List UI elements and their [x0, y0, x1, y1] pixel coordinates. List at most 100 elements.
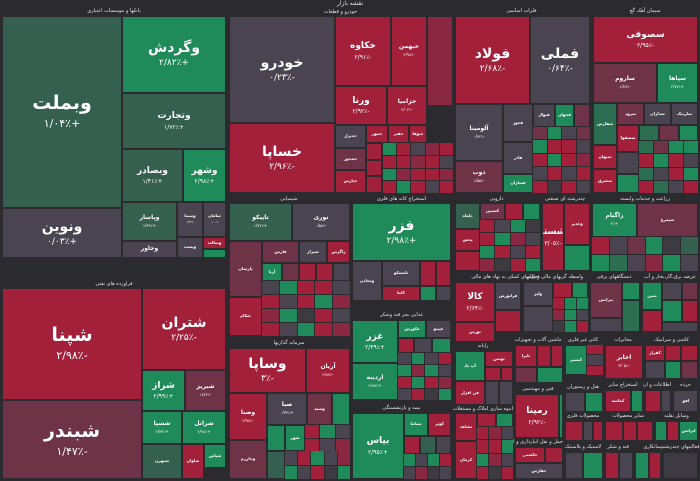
- tile-kisper[interactable]: کیسپر: [565, 345, 587, 375]
- tile-ktashpo[interactable]: [565, 392, 585, 412]
- tile-rubber-misc[interactable]: [583, 452, 603, 479]
- tile-tapco[interactable]: [537, 367, 563, 383]
- tile-vpost[interactable]: وپست: [177, 237, 203, 258]
- tile-pakhsh[interactable]: پخش: [455, 229, 480, 251]
- tile-khkaveh[interactable]: خکاوه -۲/۹۱٪: [335, 16, 391, 86]
- tile-tamasco[interactable]: تامسکو: [382, 261, 420, 286]
- tile-shsta[interactable]: شستا -۳/۰۵٪: [542, 203, 564, 271]
- tile-basma[interactable]: بساما: [404, 413, 428, 436]
- tile-kgohar[interactable]: [420, 261, 436, 286]
- tile-bagheri[interactable]: [637, 421, 653, 441]
- tile-irans[interactable]: ایرانس: [679, 421, 698, 441]
- tile-sugar-1[interactable]: [605, 452, 619, 479]
- tile-shraz[interactable]: شراز +۲/۹۹٪: [142, 370, 185, 411]
- tile-shbandar[interactable]: شبندر -۱/۴۷٪: [2, 400, 142, 479]
- tile-ghshahd[interactable]: [432, 338, 451, 353]
- tile-bmpna2[interactable]: [662, 282, 682, 300]
- tile-shkam[interactable]: شکام: [229, 297, 262, 336]
- tile-khbahman[interactable]: خبهمن -۲/۹۸٪: [391, 16, 427, 86]
- tile-khodril[interactable]: خدیزل: [335, 125, 366, 148]
- tile-textile-1[interactable]: [649, 452, 661, 479]
- tile-parsan[interactable]: پارسان: [229, 241, 262, 297]
- tile-bsm[interactable]: [485, 381, 499, 405]
- tile-kala[interactable]: کالا -۲/۶۴٪: [455, 282, 495, 322]
- tile-kamase[interactable]: کماسه: [605, 390, 631, 412]
- tile-bsait[interactable]: [682, 282, 698, 300]
- tile-baghnaft[interactable]: [655, 421, 667, 441]
- tile-noori[interactable]: نوری -۰/۵۸٪: [292, 203, 350, 241]
- tile-tapico[interactable]: تاپیکو +۱/۷۲٪: [229, 203, 292, 241]
- tile-vkar[interactable]: [267, 425, 285, 451]
- tile-vsna[interactable]: وصنا -۲/۹۸٪: [229, 393, 267, 440]
- tile-vbmellat[interactable]: وبملت +۱/۰۴٪: [2, 16, 122, 208]
- tile-alumina[interactable]: آلومینا -۰/۴۲٪: [455, 104, 503, 161]
- tile-ghnoosh2[interactable]: [414, 338, 432, 353]
- tile-modiran[interactable]: [623, 421, 637, 441]
- tile-fars[interactable]: فارس: [262, 241, 299, 263]
- tile-kharampa[interactable]: خزامیا -۲/۰۴٪: [387, 86, 427, 125]
- tile-fnan[interactable]: [583, 421, 593, 441]
- tile-shtran[interactable]: شتران -۲/۲۵٪: [142, 288, 226, 370]
- tile-ceramic-misc[interactable]: [681, 345, 698, 361]
- tile-khtoos[interactable]: خفنر: [388, 125, 409, 143]
- tile-kfaraz[interactable]: کفراز: [645, 345, 665, 361]
- tile-vehicles-misc[interactable]: [667, 421, 679, 441]
- tile-multi-1[interactable]: [663, 452, 698, 479]
- tile-shavan[interactable]: شاوان: [182, 444, 204, 479]
- tile-fsorb[interactable]: [574, 104, 590, 127]
- tile-sidar[interactable]: [501, 367, 513, 381]
- tile-vghadir[interactable]: وغدیر: [564, 203, 590, 245]
- tile-fesfahan[interactable]: فاذر: [503, 142, 533, 174]
- tile-vsalat[interactable]: وسالت: [203, 237, 226, 249]
- tile-sehg[interactable]: [617, 152, 639, 174]
- tile-dkosar[interactable]: کسیین: [480, 203, 505, 220]
- tile-saman[interactable]: سامان ۰/۰۰٪: [203, 202, 226, 237]
- tile-shahr2[interactable]: شهر: [285, 425, 305, 451]
- tile-bjahrom[interactable]: [642, 310, 662, 332]
- tile-sfahan[interactable]: سصفها: [617, 125, 639, 152]
- tile-vmadan[interactable]: ومعادن: [352, 261, 382, 301]
- tile-rkish[interactable]: [645, 390, 661, 412]
- tile-sfano[interactable]: [617, 174, 639, 193]
- tile-dfara[interactable]: [523, 203, 540, 220]
- tile-hafars[interactable]: حفارس: [515, 463, 563, 479]
- tile-sdaran[interactable]: سداران: [644, 103, 671, 125]
- tile-auto-misc[interactable]: [427, 16, 453, 106]
- tile-ghnoosh[interactable]: غکورش: [398, 320, 426, 338]
- tile-vnikan[interactable]: [564, 245, 590, 271]
- tile-btrans[interactable]: بترانس: [590, 282, 622, 318]
- tile-safari[interactable]: [605, 421, 623, 441]
- tile-akhtar[interactable]: افق: [673, 390, 698, 412]
- tile-flaz[interactable]: [565, 421, 583, 441]
- tile-shpas[interactable]: شپاس: [204, 444, 226, 468]
- tile-mining-misc[interactable]: [436, 286, 451, 301]
- tile-bkhtar[interactable]: [585, 392, 603, 412]
- tile-khbnd[interactable]: [366, 143, 382, 160]
- tile-kgol[interactable]: [436, 261, 451, 286]
- tile-vbsader[interactable]: وبصادر +۱/۴۱٪: [122, 149, 183, 202]
- tile-thtos[interactable]: [496, 413, 513, 427]
- tile-fanafzar[interactable]: فن افزار: [455, 381, 485, 405]
- tile-khmehvar[interactable]: خمهر: [366, 125, 388, 143]
- tile-vbimeh[interactable]: [553, 282, 572, 298]
- tile-other-mining-misc[interactable]: [631, 390, 643, 412]
- tile-foolad[interactable]: فولاد -۲/۶۸٪: [455, 16, 530, 104]
- tile-kesra[interactable]: [665, 345, 681, 361]
- tile-shranol[interactable]: شرانل +۲/۹۸٪: [182, 411, 226, 444]
- tile-bourse[interactable]: بورس: [455, 322, 495, 342]
- tile-tehran[interactable]: [436, 436, 451, 454]
- tile-kchad[interactable]: [420, 286, 436, 301]
- tile-vtejarat[interactable]: وتجارت +۱/۷۲٪: [122, 93, 226, 149]
- tile-damin[interactable]: [505, 203, 523, 220]
- tile-fkhooz[interactable]: فخوز: [503, 104, 533, 142]
- tile-sugar-2[interactable]: [619, 452, 633, 479]
- tile-vkharazm[interactable]: وخارزم: [229, 440, 267, 479]
- tile-inpard[interactable]: آپ پاد: [455, 351, 485, 381]
- tile-shahr[interactable]: سشرق: [593, 169, 617, 193]
- tile-skhash[interactable]: [659, 125, 679, 141]
- tile-info-misc[interactable]: [661, 390, 671, 412]
- tile-khpars[interactable]: خپارس: [335, 170, 366, 193]
- tile-kowsar[interactable]: کوثر: [428, 413, 451, 436]
- tile-fameli[interactable]: فملی -۰/۶۴٪: [530, 16, 590, 104]
- tile-kmash[interactable]: [665, 361, 681, 379]
